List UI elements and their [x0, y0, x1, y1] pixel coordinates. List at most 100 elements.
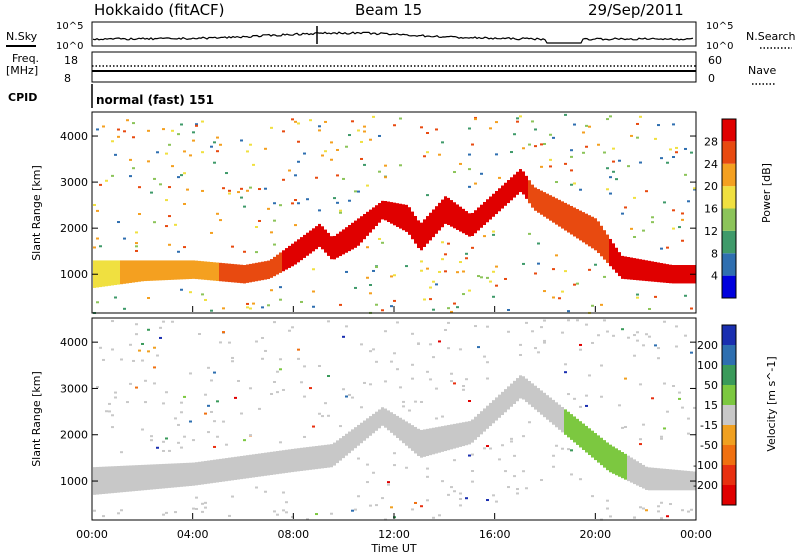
- station-title: Hokkaido (fitACF): [94, 1, 225, 19]
- echo-cell: [645, 333, 648, 336]
- echo-cell: [567, 319, 570, 322]
- echo-cell: [504, 389, 507, 413]
- echo-cell: [369, 138, 372, 141]
- echo-cell: [339, 438, 342, 461]
- echo-cell: [369, 416, 372, 436]
- echo-cell: [444, 328, 447, 331]
- echo-cell: [168, 215, 171, 218]
- echo-cell: [639, 463, 642, 488]
- echo-cell: [327, 414, 330, 417]
- echo-cell: [162, 449, 165, 452]
- echo-cell: [615, 247, 618, 273]
- echo-cell: [192, 131, 195, 134]
- echo-cell: [219, 262, 222, 282]
- echo-cell: [342, 435, 345, 459]
- echo-cell: [621, 255, 624, 279]
- echo-cell: [162, 260, 165, 281]
- echo-cell: [609, 515, 612, 518]
- echo-cell: [165, 225, 168, 228]
- echo-cell: [570, 183, 573, 186]
- echo-cell: [165, 199, 168, 202]
- echo-cell: [480, 411, 483, 435]
- echo-cell: [207, 366, 210, 369]
- echo-cell: [537, 189, 540, 213]
- echo-cell: [474, 116, 477, 119]
- echo-cell: [486, 276, 489, 279]
- echo-cell: [549, 195, 552, 221]
- velocity-ylabel: Slant Range [km]: [30, 371, 43, 467]
- echo-cell: [612, 243, 615, 270]
- echo-cell: [549, 158, 552, 161]
- echo-cell: [687, 510, 690, 513]
- echo-cell: [603, 230, 606, 260]
- echo-cell: [258, 407, 261, 410]
- echo-cell: [138, 349, 141, 352]
- echo-cell: [336, 201, 339, 204]
- echo-cell: [111, 260, 114, 286]
- echo-cell: [447, 197, 450, 226]
- y-tick-label: 4000: [60, 336, 88, 349]
- echo-cell: [105, 260, 108, 287]
- echo-cell: [135, 260, 138, 283]
- echo-cell: [471, 453, 474, 456]
- echo-cell: [516, 117, 519, 120]
- echo-cell: [468, 421, 471, 445]
- echo-cell: [249, 143, 252, 146]
- echo-cell: [621, 426, 624, 429]
- echo-cell: [573, 397, 576, 400]
- echo-cell: [318, 445, 321, 469]
- echo-cell: [267, 260, 270, 280]
- echo-cell: [582, 131, 585, 134]
- echo-cell: [180, 411, 183, 414]
- echo-cell: [240, 264, 243, 284]
- echo-cell: [471, 246, 474, 249]
- echo-cell: [354, 508, 357, 511]
- colorbar-tick-label: -200: [693, 479, 718, 492]
- echo-cell: [465, 497, 468, 500]
- echo-cell: [480, 204, 483, 228]
- echo-cell: [255, 340, 258, 343]
- echo-cell: [357, 190, 360, 193]
- echo-cell: [117, 465, 120, 493]
- echo-cell: [240, 412, 243, 415]
- echo-cell: [456, 271, 459, 274]
- echo-cell: [525, 321, 528, 324]
- echo-cell: [531, 330, 534, 333]
- echo-cell: [303, 395, 306, 398]
- echo-cell: [474, 118, 477, 121]
- echo-cell: [483, 447, 486, 450]
- echo-cell: [540, 143, 543, 146]
- velocity-colorbar-label: Velocity [m s^-1]: [765, 356, 778, 451]
- echo-cell: [564, 409, 567, 435]
- echo-cell: [579, 343, 582, 346]
- echo-cell: [663, 468, 666, 491]
- echo-cell: [303, 234, 306, 258]
- echo-cell: [474, 325, 477, 328]
- echo-cell: [438, 270, 441, 273]
- echo-cell: [234, 456, 237, 480]
- echo-cell: [183, 462, 186, 487]
- echo-cell: [246, 455, 249, 479]
- echo-cell: [255, 486, 258, 489]
- echo-cell: [555, 254, 558, 257]
- echo-cell: [432, 427, 435, 455]
- echo-cell: [603, 275, 606, 278]
- colorbar-tick-label: 28: [704, 135, 718, 148]
- echo-cell: [291, 448, 294, 473]
- echo-cell: [282, 491, 285, 494]
- echo-cell: [132, 465, 135, 492]
- echo-cell: [585, 404, 588, 407]
- echo-cell: [609, 176, 612, 179]
- echo-cell: [486, 405, 489, 429]
- echo-cell: [159, 464, 162, 489]
- echo-cell: [522, 470, 525, 473]
- echo-cell: [387, 201, 390, 223]
- echo-cell: [651, 216, 654, 219]
- echo-cell: [636, 461, 639, 486]
- echo-cell: [222, 331, 225, 334]
- echo-cell: [426, 267, 429, 270]
- echo-cell: [375, 303, 378, 306]
- echo-cell: [207, 431, 210, 434]
- echo-cell: [435, 128, 438, 131]
- echo-cell: [612, 334, 615, 337]
